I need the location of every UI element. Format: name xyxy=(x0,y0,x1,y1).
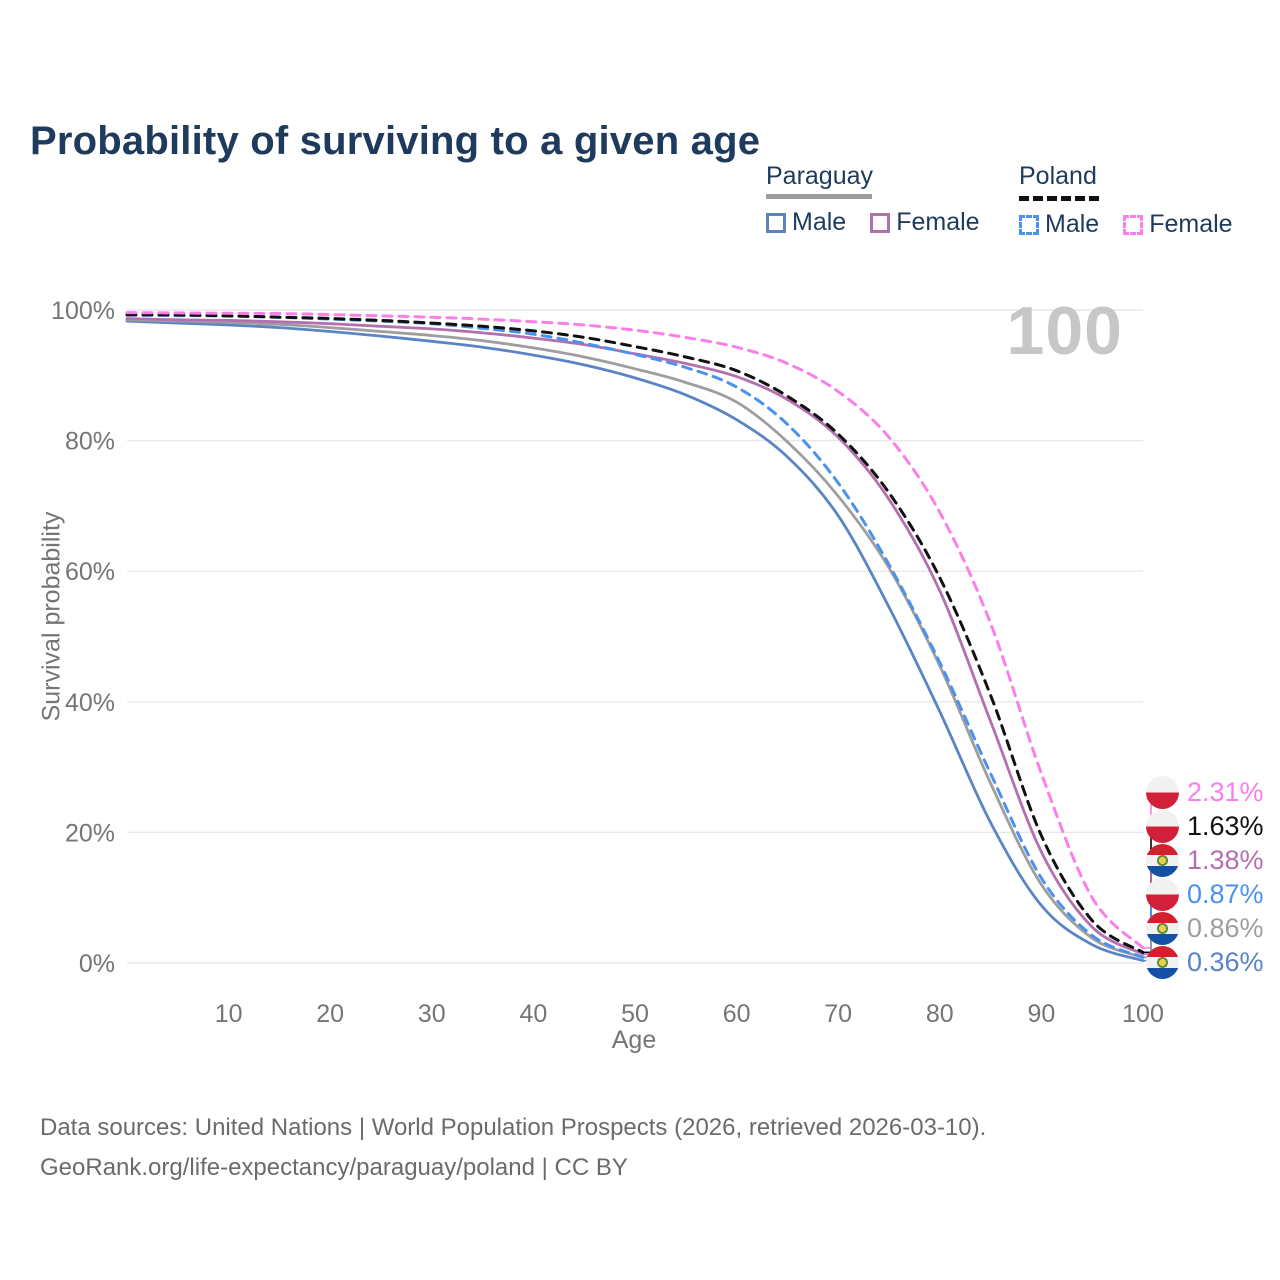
end-label-poland-female: 2.31% xyxy=(1146,775,1264,809)
age-counter-watermark: 100 xyxy=(1006,293,1123,369)
x-tick-label: 20 xyxy=(316,1000,344,1028)
series-line-paraguay_male xyxy=(125,319,1145,962)
end-label-value: 1.63% xyxy=(1187,810,1264,841)
legend-label-poland-female: Female xyxy=(1149,210,1233,238)
legend-item-poland-male[interactable]: Male xyxy=(1019,210,1099,239)
poland-flag-icon xyxy=(1146,775,1179,809)
legend-group-poland: Poland Male Female xyxy=(1019,162,1233,239)
legend-label-paraguay-female: Female xyxy=(896,208,980,236)
x-tick-label: 30 xyxy=(418,1000,446,1028)
legend-country-paraguay: Paraguay xyxy=(766,162,874,190)
end-label-value: 1.38% xyxy=(1187,844,1264,875)
x-tick-label: 100 xyxy=(1122,1000,1164,1028)
end-label-paraguay-male: 0.36% xyxy=(1146,945,1264,979)
series-line-poland_female xyxy=(125,311,1145,950)
y-tick-label: 20% xyxy=(65,819,115,847)
x-tick-label: 60 xyxy=(723,1000,751,1028)
y-tick-label: 100% xyxy=(51,297,115,325)
paraguay-female-swatch-icon[interactable] xyxy=(870,212,891,233)
poland-flag-icon xyxy=(1146,809,1179,843)
legend-item-paraguay-male[interactable]: Male xyxy=(766,208,846,237)
legend-item-paraguay-female[interactable]: Female xyxy=(870,208,980,237)
series-line-paraguay_both xyxy=(125,318,1145,959)
y-tick-label: 80% xyxy=(65,428,115,456)
y-tick-label: 60% xyxy=(65,558,115,586)
legend-label-paraguay-male: Male xyxy=(792,208,847,236)
end-label-value: 2.31% xyxy=(1187,776,1264,807)
y-tick-label: 0% xyxy=(79,950,115,978)
source-line-1: Data sources: United Nations | World Pop… xyxy=(40,1114,987,1141)
end-label-poland-male: 0.87% xyxy=(1146,877,1264,911)
end-label-value: 0.87% xyxy=(1187,878,1264,909)
x-tick-label: 80 xyxy=(926,1000,954,1028)
poland-flag-icon xyxy=(1146,877,1179,911)
series-line-paraguay_female xyxy=(125,317,1145,956)
y-axis-title: Survival probability xyxy=(37,511,66,722)
end-label-paraguay-total: 0.86% xyxy=(1146,911,1264,945)
paraguay-flag-icon xyxy=(1146,911,1179,945)
end-label-value: 0.86% xyxy=(1187,912,1264,943)
series-line-poland_male xyxy=(125,313,1145,959)
source-line-2: GeoRank.org/life-expectancy/paraguay/pol… xyxy=(40,1154,628,1181)
y-tick-label: 40% xyxy=(65,689,115,717)
page-title: Probability of surviving to a given age xyxy=(30,118,761,163)
paraguay-male-swatch-icon[interactable] xyxy=(766,212,786,233)
legend-item-poland-female[interactable]: Female xyxy=(1123,210,1233,239)
paraguay-flag-icon xyxy=(1146,843,1179,877)
x-tick-label: 90 xyxy=(1027,1000,1055,1028)
end-label-paraguay-female: 1.38% xyxy=(1146,843,1264,877)
x-tick-label: 70 xyxy=(824,1000,852,1028)
x-tick-label: 50 xyxy=(621,1000,649,1028)
legend-group-paraguay: Paraguay Male Female xyxy=(766,162,980,237)
x-tick-label: 10 xyxy=(215,1000,243,1028)
legend-label-poland-male: Male xyxy=(1045,210,1100,238)
poland-female-swatch-icon[interactable] xyxy=(1123,214,1144,235)
legend-linestyle-paraguay xyxy=(766,194,872,199)
poland-male-swatch-icon[interactable] xyxy=(1019,214,1039,235)
end-label-poland-total: 1.63% xyxy=(1146,809,1264,843)
end-label-value: 0.36% xyxy=(1187,946,1264,977)
legend-linestyle-poland xyxy=(1019,196,1099,201)
x-axis-title: Age xyxy=(611,1026,657,1054)
legend-country-poland: Poland xyxy=(1019,162,1097,190)
x-tick-label: 40 xyxy=(519,1000,547,1028)
data-source-note: Data sources: United Nations | World Pop… xyxy=(40,1108,986,1188)
paraguay-flag-icon xyxy=(1146,945,1179,979)
series-line-poland_both xyxy=(125,313,1145,954)
